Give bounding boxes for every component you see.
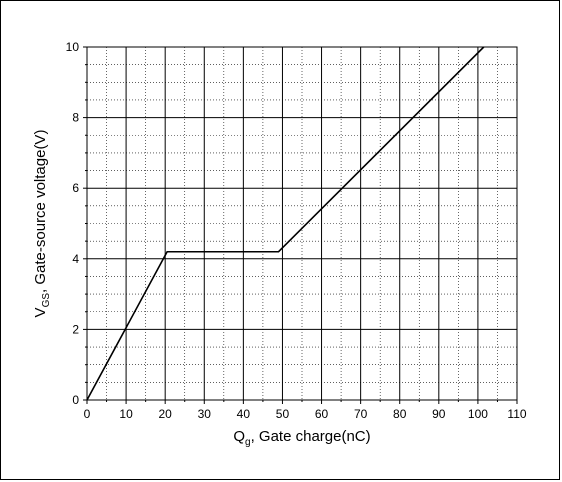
axis-ticks bbox=[83, 46, 518, 404]
y-axis-title: VGS, Gate-source voltage(V) bbox=[32, 130, 52, 318]
y-tick-label: 8 bbox=[72, 111, 79, 125]
series bbox=[86, 46, 485, 401]
x-tick-label: 100 bbox=[468, 407, 488, 421]
x-tick-label: 80 bbox=[393, 407, 407, 421]
y-tick-label: 2 bbox=[72, 322, 79, 336]
y-tick-label: 0 bbox=[72, 393, 79, 407]
x-tick-label: 110 bbox=[507, 407, 526, 421]
y-tick-label: 10 bbox=[66, 40, 80, 54]
grid bbox=[87, 47, 517, 400]
y-tick-label: 6 bbox=[72, 181, 79, 195]
x-tick-label: 10 bbox=[119, 407, 133, 421]
x-tick-label: 30 bbox=[198, 407, 212, 421]
x-tick-label: 40 bbox=[237, 407, 251, 421]
x-tick-label: 50 bbox=[276, 407, 290, 421]
gate-charge-curve bbox=[86, 46, 485, 401]
x-tick-label: 70 bbox=[354, 407, 368, 421]
x-tick-label: 20 bbox=[159, 407, 173, 421]
x-axis-title: Qg, Gate charge(nC) bbox=[233, 428, 370, 448]
x-tick-label: 60 bbox=[315, 407, 329, 421]
tick-labels: 0 10 20 30 40 50 60 70 80 90 100 110 0 2 4 6 8 10 bbox=[66, 40, 527, 421]
y-tick-label: 4 bbox=[72, 252, 79, 266]
x-tick-label: 90 bbox=[432, 407, 446, 421]
x-tick-label: 0 bbox=[84, 407, 91, 421]
